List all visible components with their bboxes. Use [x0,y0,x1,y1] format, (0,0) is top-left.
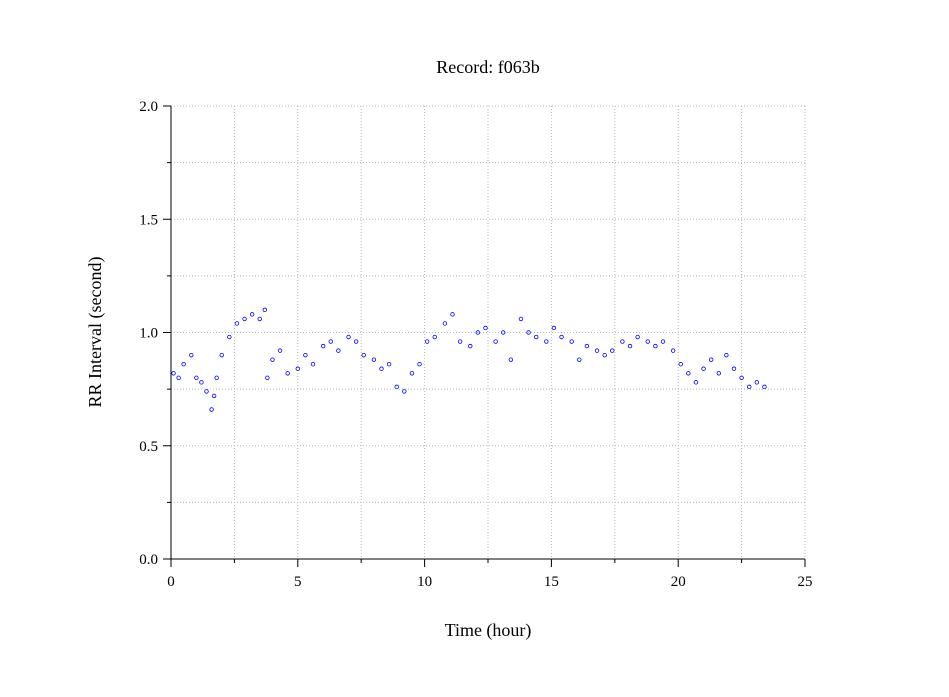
x-axis-label: Time (hour) [445,620,532,641]
data-point [701,366,706,371]
data-point [227,334,232,340]
data-point [371,357,377,362]
data-point [209,407,214,412]
data-point [653,343,658,349]
data-point [189,352,194,358]
data-point [450,312,455,317]
data-point [602,352,607,358]
data-point [457,339,463,344]
data-point [417,362,422,367]
x-tick-label: 0 [167,574,175,590]
data-point [475,330,481,335]
data-point [295,366,300,371]
data-point [199,380,204,385]
data-point [708,357,714,362]
data-point [328,339,333,344]
plot-frame [171,106,805,559]
data-point [442,321,448,326]
x-tick-label: 15 [544,574,559,590]
y-tick-label: 2.0 [139,99,158,115]
data-point [176,375,181,380]
data-point [754,380,760,385]
data-point [747,384,752,390]
data-point [310,362,316,367]
data-point [508,357,514,362]
data-point [277,348,283,353]
data-point [242,316,247,322]
data-point [731,366,737,371]
data-point [409,371,415,376]
data-point [569,339,574,344]
data-point [249,312,255,317]
data-point [171,371,176,376]
data-point [379,366,384,371]
y-tick-label: 0.0 [139,552,158,568]
chart-title: Record: f063b [436,57,539,77]
data-point [265,375,270,380]
data-point [693,380,699,385]
data-point [739,375,744,380]
data-point [526,330,531,335]
data-point [678,362,683,367]
data-point [551,325,557,331]
y-tick-label: 1.5 [139,212,158,228]
data-point [716,371,721,376]
data-point [584,343,590,349]
data-point [181,362,186,367]
data-point [635,334,640,340]
data-point [303,352,308,358]
data-point [762,384,767,390]
data-point [234,321,240,326]
data-point [394,384,399,390]
data-point [214,375,219,380]
data-point [468,343,473,349]
ticks: 0 5 10 15 20 25 0.0 0.5 1.0 1.5 2.0 [139,99,812,590]
data-point [645,339,650,344]
y-tick-label: 1.0 [139,326,158,342]
data-point [483,325,488,331]
data-point [724,352,729,358]
data-point [320,343,326,349]
data-point [336,348,341,353]
x-tick-label: 20 [671,574,686,590]
data-point [627,343,633,349]
data-point [402,389,407,394]
data-point [501,330,506,335]
data-point [577,357,582,362]
data-point [686,371,691,376]
x-tick-label: 10 [417,574,432,590]
data-point [610,348,615,353]
data-point [204,389,209,394]
data-points [171,307,767,412]
data-point [559,334,564,340]
data-point [361,352,366,358]
data-point [620,339,625,344]
data-point [544,339,549,344]
data-point [660,339,666,344]
data-point [432,334,437,340]
data-point [346,334,351,340]
axes [170,106,805,560]
data-point [533,334,539,340]
data-point [670,348,676,353]
data-point [211,393,217,399]
y-axis-label: RR Interval (second) [85,257,106,408]
y-tick-label: 0.5 [139,439,158,455]
data-point [257,316,262,322]
grid-lines [171,105,806,559]
data-point [270,357,275,362]
data-point [194,375,199,380]
x-tick-label: 25 [798,574,813,590]
x-tick-label: 5 [294,574,302,590]
data-point [353,339,359,344]
data-point [285,371,290,376]
data-point [594,348,600,353]
data-point [518,316,524,322]
data-point [386,362,392,367]
data-point [262,307,268,313]
data-point [424,339,430,344]
data-point [219,352,224,358]
data-point [493,339,498,344]
